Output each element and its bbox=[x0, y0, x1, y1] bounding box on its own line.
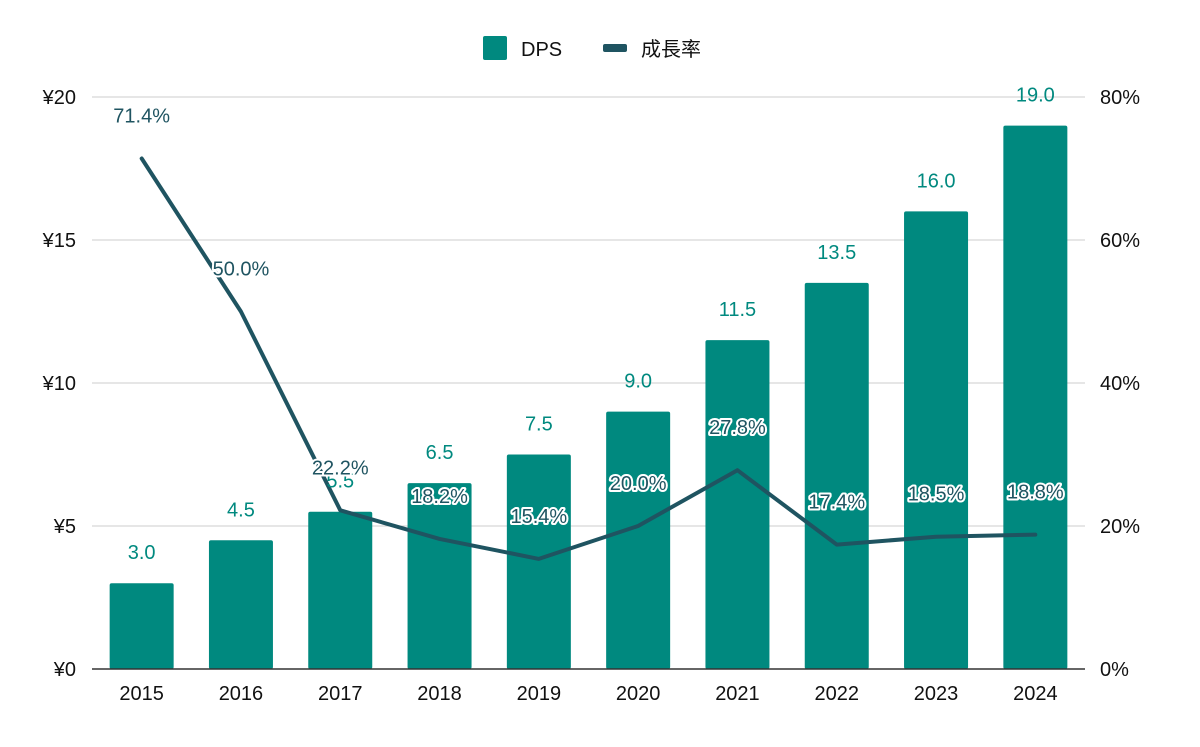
x-tick-label: 2022 bbox=[815, 683, 860, 705]
bar-2017 bbox=[308, 512, 372, 669]
bar-2020 bbox=[606, 412, 670, 669]
bars bbox=[110, 126, 1068, 669]
right-tick-label: 0% bbox=[1100, 659, 1129, 681]
growth-value-label-2019: 15.4% bbox=[510, 506, 567, 528]
bar-value-label-2015: 3.0 bbox=[128, 542, 156, 564]
x-tick-label: 2015 bbox=[119, 683, 164, 705]
bar-2024 bbox=[1003, 126, 1067, 669]
x-tick-label: 2021 bbox=[715, 683, 760, 705]
bar-2015 bbox=[110, 583, 174, 669]
right-tick-label: 20% bbox=[1100, 516, 1140, 538]
bar-value-label-2019: 7.5 bbox=[525, 414, 553, 436]
bar-value-label-2023: 16.0 bbox=[917, 170, 956, 192]
growth-value-label-2021: 27.8% bbox=[709, 417, 766, 439]
bar-2019 bbox=[507, 455, 571, 670]
x-tick-label: 2016 bbox=[219, 683, 264, 705]
legend-label-line: 成長率 bbox=[641, 38, 701, 61]
growth-value-label-2018: 18.2% bbox=[411, 486, 468, 508]
left-tick-label: ¥10 bbox=[42, 373, 76, 395]
legend: DPS 成長率 bbox=[483, 36, 701, 61]
x-tick-label: 2024 bbox=[1013, 683, 1058, 705]
x-tick-label: 2023 bbox=[914, 683, 959, 705]
bar-value-label-2018: 6.5 bbox=[426, 442, 454, 464]
left-axis-ticks: ¥0 ¥5 ¥10 ¥15 ¥20 bbox=[42, 87, 76, 681]
growth-line-path bbox=[142, 159, 1036, 559]
right-tick-label: 40% bbox=[1100, 373, 1140, 395]
growth-value-label-2023: 18.5% bbox=[908, 484, 965, 506]
x-tick-label: 2017 bbox=[318, 683, 363, 705]
growth-value-label-2024: 18.8% bbox=[1007, 482, 1064, 504]
right-axis-ticks: 0% 20% 40% 60% 80% bbox=[1100, 87, 1140, 681]
bar-2016 bbox=[209, 540, 273, 669]
bar-value-label-2020: 9.0 bbox=[624, 371, 652, 393]
left-tick-label: ¥15 bbox=[42, 230, 76, 252]
bar-2018 bbox=[408, 483, 472, 669]
bar-2021 bbox=[705, 340, 769, 669]
growth-value-label-2016: 50.0% bbox=[213, 259, 270, 281]
left-tick-label: ¥0 bbox=[53, 659, 76, 681]
right-tick-label: 80% bbox=[1100, 87, 1140, 109]
x-axis-ticks: 2015 2016 2017 2018 2019 2020 2021 2022 2023 2024 bbox=[119, 683, 1057, 705]
bar-value-label-2021: 11.5 bbox=[719, 299, 756, 321]
x-tick-label: 2020 bbox=[616, 683, 661, 705]
x-tick-label: 2019 bbox=[517, 683, 562, 705]
bar-2023 bbox=[904, 211, 968, 669]
right-tick-label: 60% bbox=[1100, 230, 1140, 252]
growth-value-label-2020: 20.0% bbox=[610, 473, 667, 495]
legend-label-bar: DPS bbox=[521, 39, 562, 61]
left-tick-label: ¥20 bbox=[42, 87, 76, 109]
legend-swatch-line bbox=[603, 44, 627, 52]
bar-2022 bbox=[805, 283, 869, 669]
growth-line bbox=[142, 158, 1036, 559]
bar-value-label-2024: 19.0 bbox=[1016, 85, 1055, 107]
growth-value-label-2017: 22.2% bbox=[312, 457, 369, 479]
bar-value-label-2016: 4.5 bbox=[227, 499, 255, 521]
bar-value-label-2022: 13.5 bbox=[817, 242, 856, 264]
growth-value-label-2015: 71.4% bbox=[113, 105, 170, 127]
growth-value-label-2022: 17.4% bbox=[808, 492, 865, 514]
legend-swatch-bar bbox=[483, 36, 507, 60]
x-tick-label: 2018 bbox=[417, 683, 462, 705]
left-tick-label: ¥5 bbox=[53, 516, 76, 538]
